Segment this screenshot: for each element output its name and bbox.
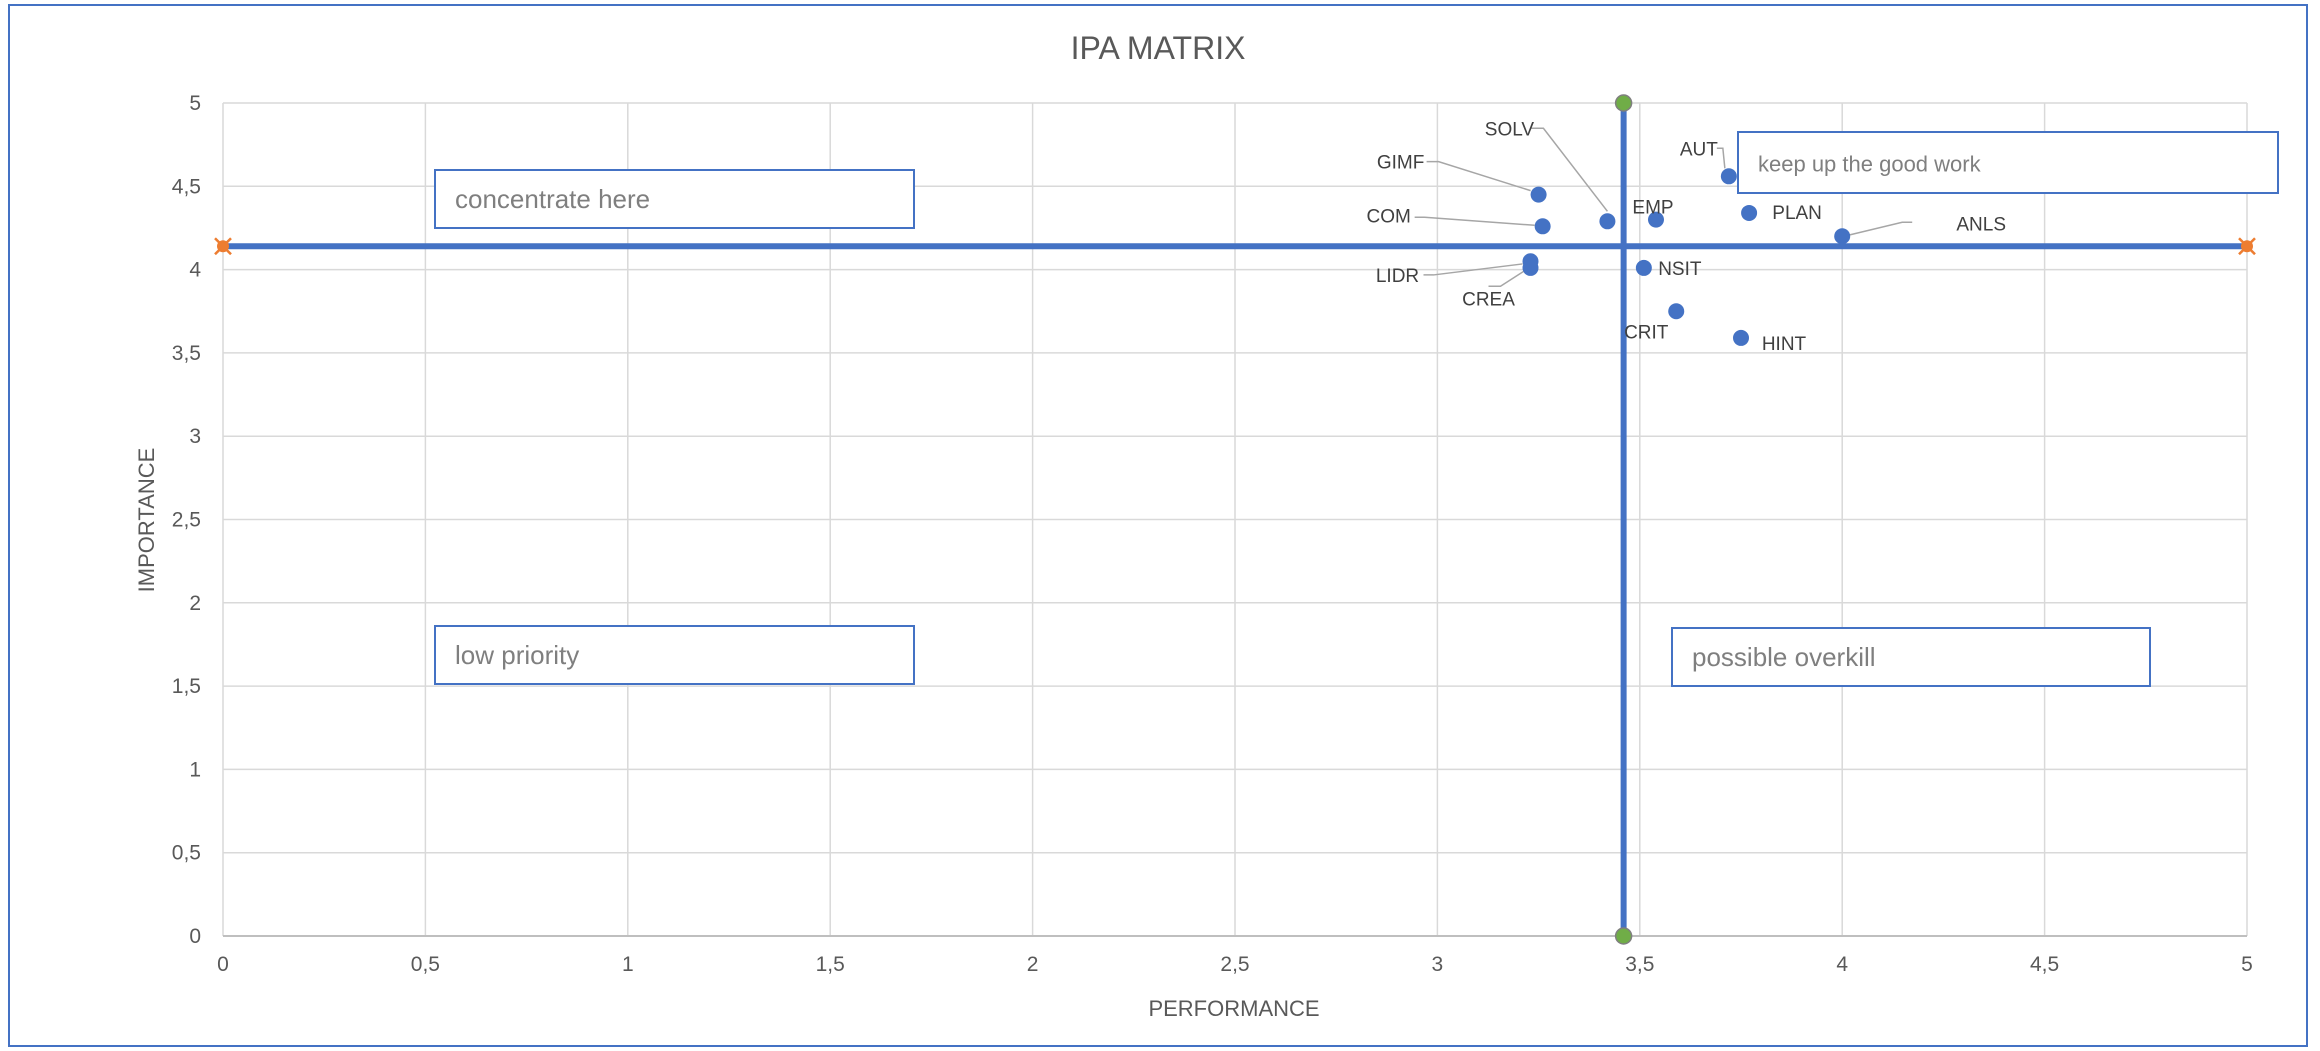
data-point-plan xyxy=(1741,205,1757,221)
data-point-crea xyxy=(1523,253,1539,269)
quadrant-label-bottom-right: possible overkill xyxy=(1692,642,1876,672)
point-label-com: COM xyxy=(1366,206,1410,227)
y-axis-title: IMPORTANCE xyxy=(134,448,159,593)
x-tick-label: 0,5 xyxy=(411,953,440,976)
point-label-emp: EMP xyxy=(1632,198,1673,219)
leader-line-anls xyxy=(1848,222,1912,235)
x-tick-label: 2 xyxy=(1027,953,1039,976)
x-tick-label: 4 xyxy=(1836,953,1848,976)
x-tick-label: 4,5 xyxy=(2030,953,2059,976)
point-label-hint: HINT xyxy=(1762,334,1807,355)
y-tick-label: 5 xyxy=(189,92,201,115)
point-label-gimf: GIMF xyxy=(1377,153,1425,174)
point-label-crea: CREA xyxy=(1462,289,1515,310)
leader-line-com xyxy=(1415,217,1535,225)
vertical-line-end-marker xyxy=(1616,95,1632,111)
x-tick-label: 2,5 xyxy=(1220,953,1249,976)
y-tick-label: 0 xyxy=(189,925,201,948)
data-point-aut xyxy=(1721,168,1737,184)
data-points xyxy=(1523,168,1851,346)
data-point-solv xyxy=(1599,213,1615,229)
x-axis-ticks: 0 0,5 1 1,5 2 2,5 3 3,5 4 4,5 5 xyxy=(217,953,2253,976)
x-tick-label: 3,5 xyxy=(1625,953,1654,976)
data-point-crit xyxy=(1668,303,1684,319)
x-tick-label: 0 xyxy=(217,953,229,976)
y-axis-ticks: 0 0,5 1 1,5 2 2,5 3 3,5 4 4,5 5 xyxy=(172,92,202,948)
quadrant-label-top-right: keep up the good work xyxy=(1758,152,1982,177)
quadrant-label-top-left: concentrate here xyxy=(455,184,650,214)
point-label-lidr: LIDR xyxy=(1376,266,1419,287)
data-point-gimf xyxy=(1531,187,1547,203)
x-tick-label: 3 xyxy=(1432,953,1444,976)
leader-line-crea xyxy=(1489,268,1529,286)
point-label-solv: SOLV xyxy=(1485,119,1535,140)
y-tick-label: 4 xyxy=(189,259,201,282)
point-label-anls: ANLS xyxy=(1956,214,2006,235)
point-label-nsit: NSIT xyxy=(1658,259,1702,280)
data-point-nsit xyxy=(1636,260,1652,276)
x-tick-label: 1 xyxy=(622,953,634,976)
y-tick-label: 1 xyxy=(189,758,201,781)
quadrant-label-bottom-left: low priority xyxy=(455,640,579,670)
point-label-aut: AUT xyxy=(1680,139,1718,160)
y-tick-label: 2,5 xyxy=(172,509,201,532)
y-tick-label: 3 xyxy=(189,425,201,448)
vertical-line-end-marker xyxy=(1616,928,1632,944)
x-tick-label: 5 xyxy=(2241,953,2253,976)
data-point-anls xyxy=(1834,228,1850,244)
y-tick-label: 1,5 xyxy=(172,675,201,698)
point-label-crit: CRIT xyxy=(1624,322,1669,343)
leader-line-aut xyxy=(1717,148,1725,168)
data-point-com xyxy=(1535,218,1551,234)
chart-title: IPA MATRIX xyxy=(1071,30,1246,66)
y-tick-label: 2 xyxy=(189,592,201,615)
y-tick-label: 0,5 xyxy=(172,842,201,865)
x-tick-label: 1,5 xyxy=(816,953,845,976)
data-point-hint xyxy=(1733,330,1749,346)
y-tick-label: 3,5 xyxy=(172,342,201,365)
x-axis-title: PERFORMANCE xyxy=(1148,996,1319,1021)
point-label-plan: PLAN xyxy=(1772,203,1822,224)
y-tick-label: 4,5 xyxy=(172,175,201,198)
